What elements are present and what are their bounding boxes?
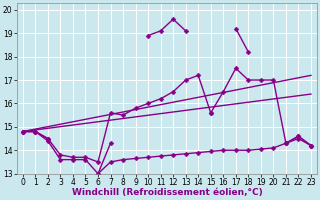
X-axis label: Windchill (Refroidissement éolien,°C): Windchill (Refroidissement éolien,°C) [72, 188, 262, 197]
